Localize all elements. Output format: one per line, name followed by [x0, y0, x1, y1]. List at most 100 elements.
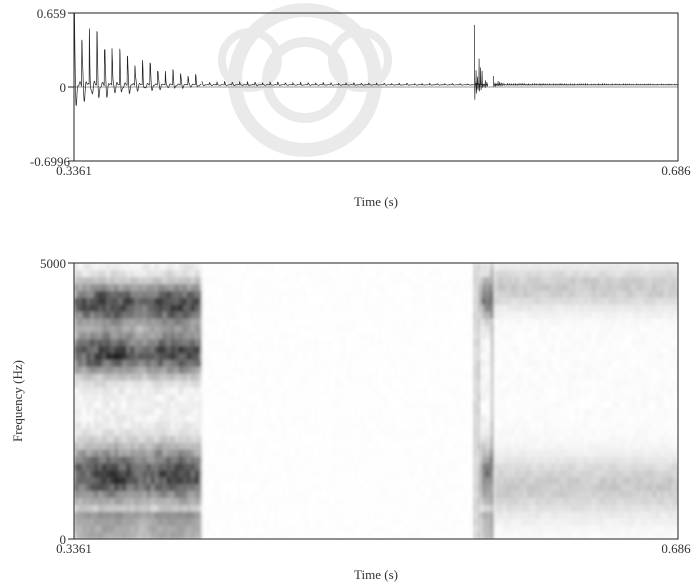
- spectrogram-cell: [495, 401, 500, 409]
- spectrogram-cell: [78, 401, 83, 409]
- spectrogram-cell: [265, 304, 271, 312]
- spectrogram-cell: [406, 407, 412, 416]
- spectrogram-cell: [330, 421, 335, 429]
- spectrogram-cell: [362, 449, 368, 457]
- spectrogram-cell: [322, 504, 327, 512]
- spectrogram-cell: [527, 359, 532, 367]
- spectrogram-cell: [162, 497, 168, 505]
- spectrogram-cell: [390, 414, 396, 423]
- spectrogram-cell: [201, 345, 207, 354]
- spectrogram-cell: [474, 414, 476, 423]
- spectrogram-cell: [134, 297, 139, 305]
- spectrogram-cell: [378, 456, 384, 464]
- spectrogram-cell: [485, 470, 490, 478]
- spectrogram-cell: [274, 366, 279, 374]
- spectrogram-cell: [485, 338, 490, 347]
- spectrogram-cell: [290, 401, 295, 409]
- spectrogram-cell: [265, 297, 271, 305]
- spectrogram-cell: [507, 456, 512, 464]
- spectrogram-cell: [106, 483, 111, 492]
- spectrogram-cell: [563, 318, 568, 326]
- spectrogram-cell: [378, 332, 384, 340]
- spectrogram-cell: [370, 476, 376, 485]
- spectrogram-cell: [523, 290, 528, 298]
- spectrogram-cell: [431, 297, 436, 305]
- spectrogram-cell: [402, 394, 408, 402]
- spectrogram-cell: [374, 476, 380, 485]
- spectrogram-cell: [178, 352, 184, 360]
- spectrogram-cell: [459, 366, 464, 374]
- spectrogram-cell: [386, 387, 392, 395]
- spectrogram-cell: [278, 352, 283, 360]
- spectrogram-cell: [142, 297, 147, 305]
- spectrogram-cell: [290, 525, 295, 533]
- spectrogram-cell: [563, 304, 568, 312]
- spectrogram-cell: [362, 283, 368, 291]
- spectrogram-cell: [74, 518, 79, 526]
- spectrogram-cell: [519, 290, 524, 298]
- spectrogram-cell: [547, 421, 552, 429]
- spectrogram-cell: [82, 456, 87, 464]
- spectrogram-cell: [455, 456, 460, 464]
- spectrogram-cell: [282, 338, 287, 347]
- spectrogram-cell: [146, 373, 151, 381]
- spectrogram-cell: [201, 387, 207, 395]
- spectrogram-cell: [82, 483, 87, 492]
- spectrogram-cell: [451, 428, 456, 436]
- spectrogram-cell: [286, 532, 291, 539]
- spectrogram-cell: [102, 497, 107, 505]
- spectrogram-cell: [249, 318, 255, 326]
- spectrogram-cell: [394, 283, 400, 291]
- spectrogram-cell: [378, 435, 384, 443]
- spectrogram-cell: [318, 407, 323, 416]
- spectrogram-cell: [134, 311, 139, 319]
- spectrogram-cell: [110, 297, 115, 305]
- spectrogram-cell: [265, 345, 271, 354]
- spectrogram-cell: [402, 297, 408, 305]
- spectrogram-cell: [382, 359, 388, 367]
- spectrogram-cell: [178, 263, 184, 271]
- spectrogram-cell: [531, 325, 536, 333]
- spectrogram-cell: [282, 414, 287, 423]
- spectrogram-cell: [158, 456, 164, 464]
- spectrogram-cell: [527, 332, 532, 340]
- spectrogram-cell: [265, 490, 271, 498]
- spectrogram-cell: [229, 380, 235, 388]
- spectrogram-cell: [519, 518, 524, 526]
- spectrogram-cell: [507, 359, 512, 367]
- spectrogram-cell: [154, 297, 160, 305]
- spectrogram-cell: [410, 497, 416, 505]
- spectrogram-cell: [531, 318, 536, 326]
- spectrogram-cell: [471, 435, 476, 443]
- spectrogram-cell: [233, 394, 239, 402]
- spectrogram-cell: [435, 470, 440, 478]
- spectrogram-cell: [527, 421, 532, 429]
- spectrogram-cell: [198, 380, 204, 388]
- spectrogram-cell: [539, 297, 544, 305]
- spectrogram-cell: [507, 421, 512, 429]
- spectrogram-cell: [146, 456, 151, 464]
- spectrogram-cell: [261, 414, 267, 423]
- spectrogram-cell: [237, 297, 243, 305]
- spectrogram-cell: [366, 338, 372, 347]
- spectrogram-cell: [485, 476, 490, 485]
- spectrogram-cell: [310, 373, 315, 381]
- spectrogram-cell: [342, 263, 347, 271]
- spectrogram-cell: [398, 497, 404, 505]
- spectrogram-cell: [213, 421, 219, 429]
- spectrogram-cell: [374, 359, 380, 367]
- spectrogram-cell: [481, 276, 486, 285]
- spectrogram-cell: [555, 283, 560, 291]
- spectrogram-cell: [221, 283, 227, 291]
- spectrogram-cell: [362, 483, 368, 492]
- spectrogram-cell: [114, 463, 119, 471]
- spectrogram-cell: [354, 276, 360, 285]
- spectrogram-cell: [182, 380, 188, 388]
- spectrogram-cell: [455, 332, 460, 340]
- spectrogram-cell: [166, 269, 172, 278]
- spectrogram-cell: [523, 276, 528, 285]
- spectrogram-cell: [237, 532, 243, 539]
- spectrogram-cell: [194, 449, 200, 457]
- spectrogram-cell: [274, 476, 279, 485]
- spectrogram-cell: [166, 380, 172, 388]
